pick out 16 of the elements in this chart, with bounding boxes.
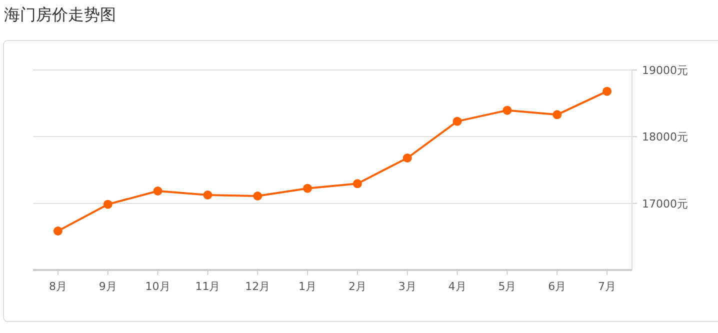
xtick: 1月 [298, 280, 317, 293]
ytick: 17000元 [642, 197, 688, 210]
xtick: 2月 [348, 280, 366, 293]
xtick: 6月 [548, 280, 566, 293]
xtick: 7月 [598, 280, 616, 293]
xtick: 5月 [498, 280, 516, 293]
xtick: 11月 [195, 280, 220, 293]
title: 海门房价走势图 [4, 5, 116, 24]
xtick: 10月 [145, 280, 170, 293]
xtick: 12月 [245, 280, 270, 293]
xtick: 4月 [448, 280, 466, 293]
ytick: 19000元 [642, 64, 688, 77]
xtick: 3月 [398, 280, 416, 293]
xtick: 9月 [98, 280, 117, 293]
xtick: 8月 [48, 280, 67, 293]
ytick: 18000元 [642, 130, 688, 144]
